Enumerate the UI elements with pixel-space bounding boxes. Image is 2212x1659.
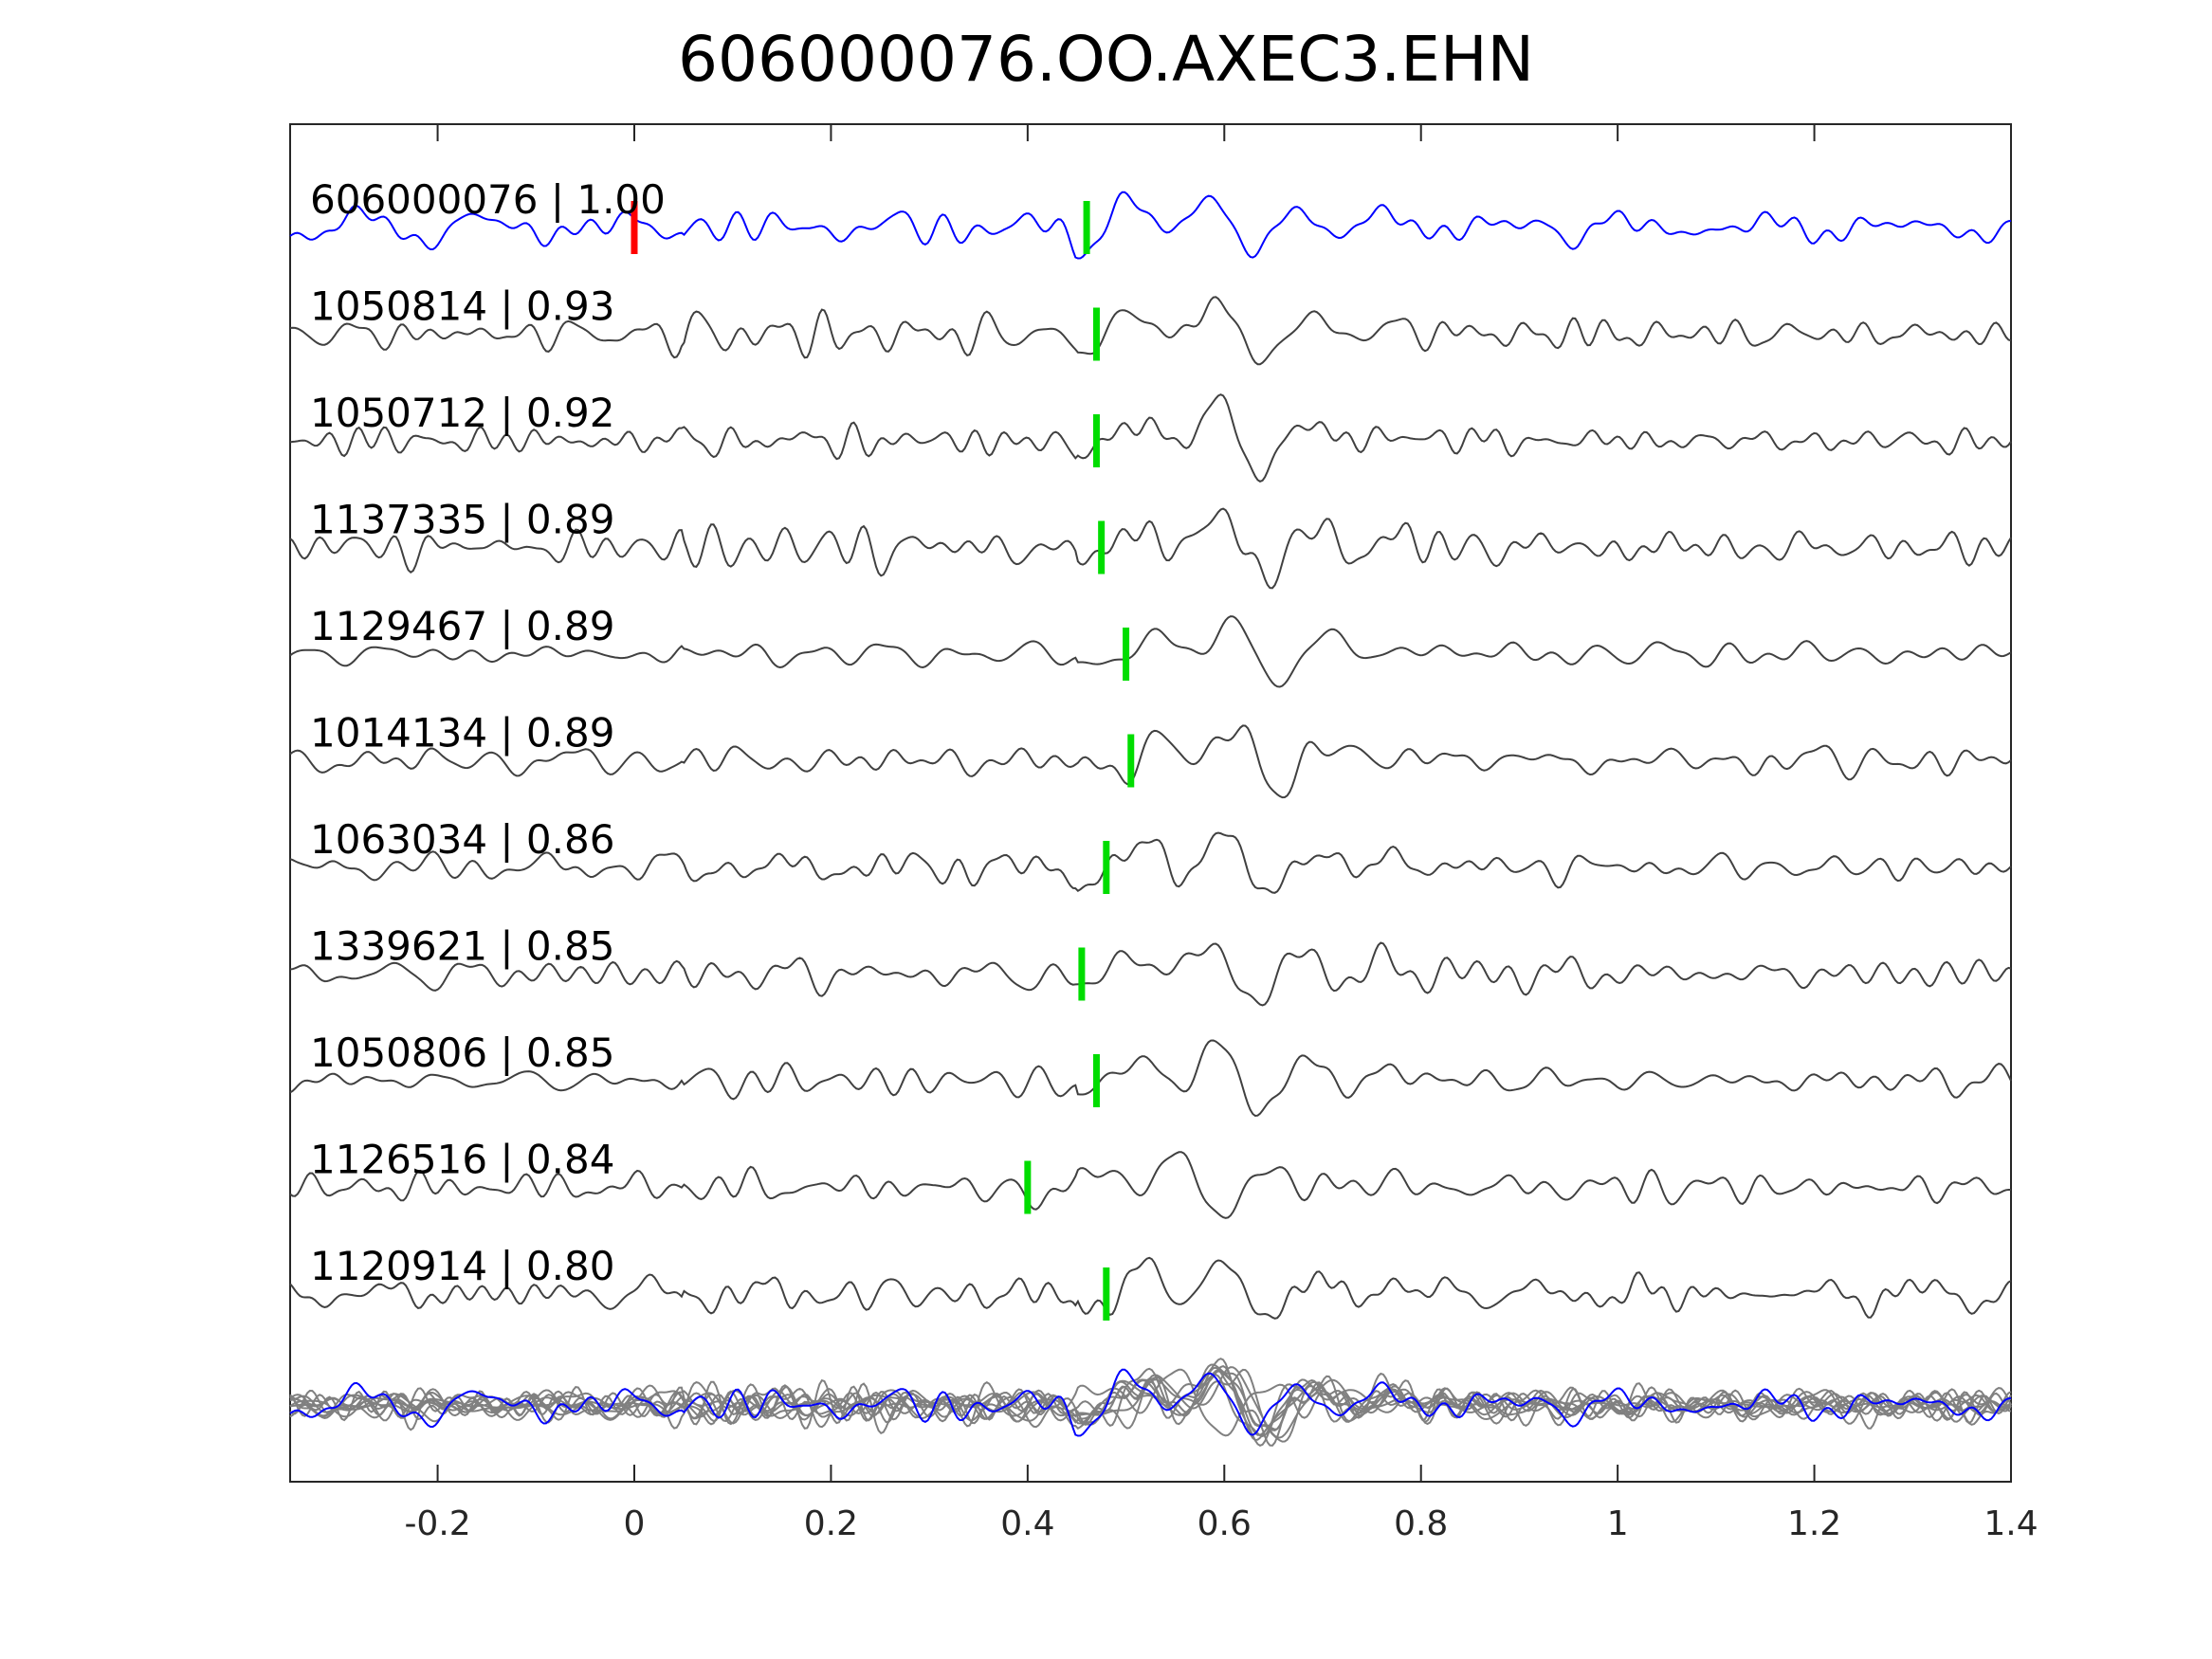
trace-labels: 606000076 | 1.00 1050814 | 0.93 1050712 | … xyxy=(310,176,666,1289)
x-tick-label: 1.2 xyxy=(1787,1504,1841,1543)
x-tick-label: 0.4 xyxy=(1000,1504,1054,1543)
x-tick-label: 1.4 xyxy=(1983,1504,2038,1543)
x-axis: -0.2 0 0.2 0.4 0.6 0.8 1 1.2 1.4 xyxy=(404,124,2038,1543)
trace-label: 1339621 | 0.85 xyxy=(310,923,614,970)
trace-line xyxy=(289,507,2012,590)
trace-label: 606000076 | 1.00 xyxy=(310,176,666,223)
trace-label: 1063034 | 0.86 xyxy=(310,816,614,863)
overlay-line xyxy=(289,1368,2012,1437)
trace-label: 1129467 | 0.89 xyxy=(310,603,614,649)
trace-line xyxy=(289,1256,2012,1320)
trace-label: 1050712 | 0.92 xyxy=(310,390,614,436)
trace-label: 1137335 | 0.89 xyxy=(310,497,614,543)
trace-line xyxy=(289,393,2012,483)
trace-label: 1120914 | 0.80 xyxy=(310,1243,614,1289)
plot-area xyxy=(289,123,2012,1483)
trace-line xyxy=(289,724,2012,799)
trace-line xyxy=(289,615,2012,688)
x-tick-label: 0.2 xyxy=(804,1504,858,1543)
x-tick-label: 0.6 xyxy=(1197,1504,1252,1543)
overlay-line xyxy=(289,1369,2012,1431)
x-tick-label: 1 xyxy=(1607,1504,1629,1543)
trace-line xyxy=(289,1151,2011,1219)
trace-line xyxy=(289,296,2012,366)
chart-title: 606000076.OO.AXEC3.EHN xyxy=(678,23,1534,96)
x-tick-label: -0.2 xyxy=(404,1504,470,1543)
trace-label: 1050806 | 0.85 xyxy=(310,1030,614,1076)
x-tick-label: 0 xyxy=(624,1504,646,1543)
trace-label: 1126516 | 0.84 xyxy=(310,1137,614,1183)
trace-label: 1050814 | 0.93 xyxy=(310,283,614,330)
traces-group xyxy=(289,191,2012,1320)
trace-label: 1014134 | 0.89 xyxy=(310,710,614,757)
picks-group xyxy=(631,201,1135,1321)
overlay-group xyxy=(289,1358,2012,1448)
trace-line xyxy=(289,831,2012,894)
x-tick-label: 0.8 xyxy=(1394,1504,1448,1543)
trace-line xyxy=(289,191,2012,260)
trace-line xyxy=(289,1039,2012,1118)
overlay-line xyxy=(289,1368,2011,1437)
trace-line xyxy=(289,941,2012,1007)
